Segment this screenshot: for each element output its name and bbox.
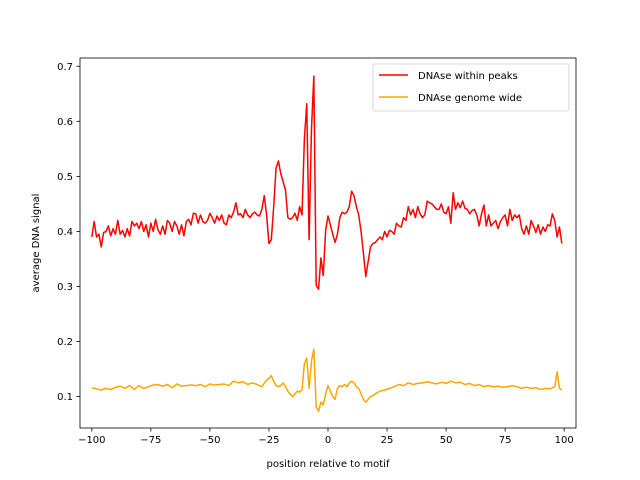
legend: DNAse within peaks DNAse genome wide <box>372 63 570 112</box>
y-tick-label: 0.6 <box>57 117 73 128</box>
x-tick-label: −100 <box>78 435 105 446</box>
y-tick-label: 0.5 <box>57 172 73 183</box>
x-axis: −100 −75 −50 −25 0 25 50 75 100 <box>78 428 574 446</box>
legend-label-dnase-within-peaks: DNAse within peaks <box>418 71 518 82</box>
series-line-dnase-genome-wide <box>91 348 563 413</box>
series-line-dnase-within-peaks <box>91 75 563 290</box>
y-tick-label: 0.1 <box>57 392 73 403</box>
y-tick-label: 0.2 <box>57 337 73 348</box>
y-tick-label: 0.7 <box>57 62 73 73</box>
x-tick-label: 25 <box>381 435 394 446</box>
y-tick-label: 0.4 <box>57 227 73 238</box>
legend-box <box>372 63 570 112</box>
y-axis-label: average DNA signal <box>31 194 42 293</box>
y-tick-label: 0.3 <box>57 282 73 293</box>
legend-label-dnase-genome-wide: DNAse genome wide <box>418 93 522 104</box>
x-tick-label: 100 <box>555 435 574 446</box>
x-tick-label: −75 <box>140 435 161 446</box>
x-tick-label: 50 <box>440 435 453 446</box>
y-axis: 0.1 0.2 0.3 0.4 0.5 0.6 0.7 <box>57 62 80 403</box>
x-tick-label: 75 <box>499 435 512 446</box>
x-tick-label: −25 <box>258 435 279 446</box>
series-layer <box>91 75 563 413</box>
x-tick-label: −50 <box>199 435 220 446</box>
x-tick-label: 0 <box>325 435 331 446</box>
x-axis-label: position relative to motif <box>267 459 390 470</box>
plot-background <box>80 58 576 428</box>
